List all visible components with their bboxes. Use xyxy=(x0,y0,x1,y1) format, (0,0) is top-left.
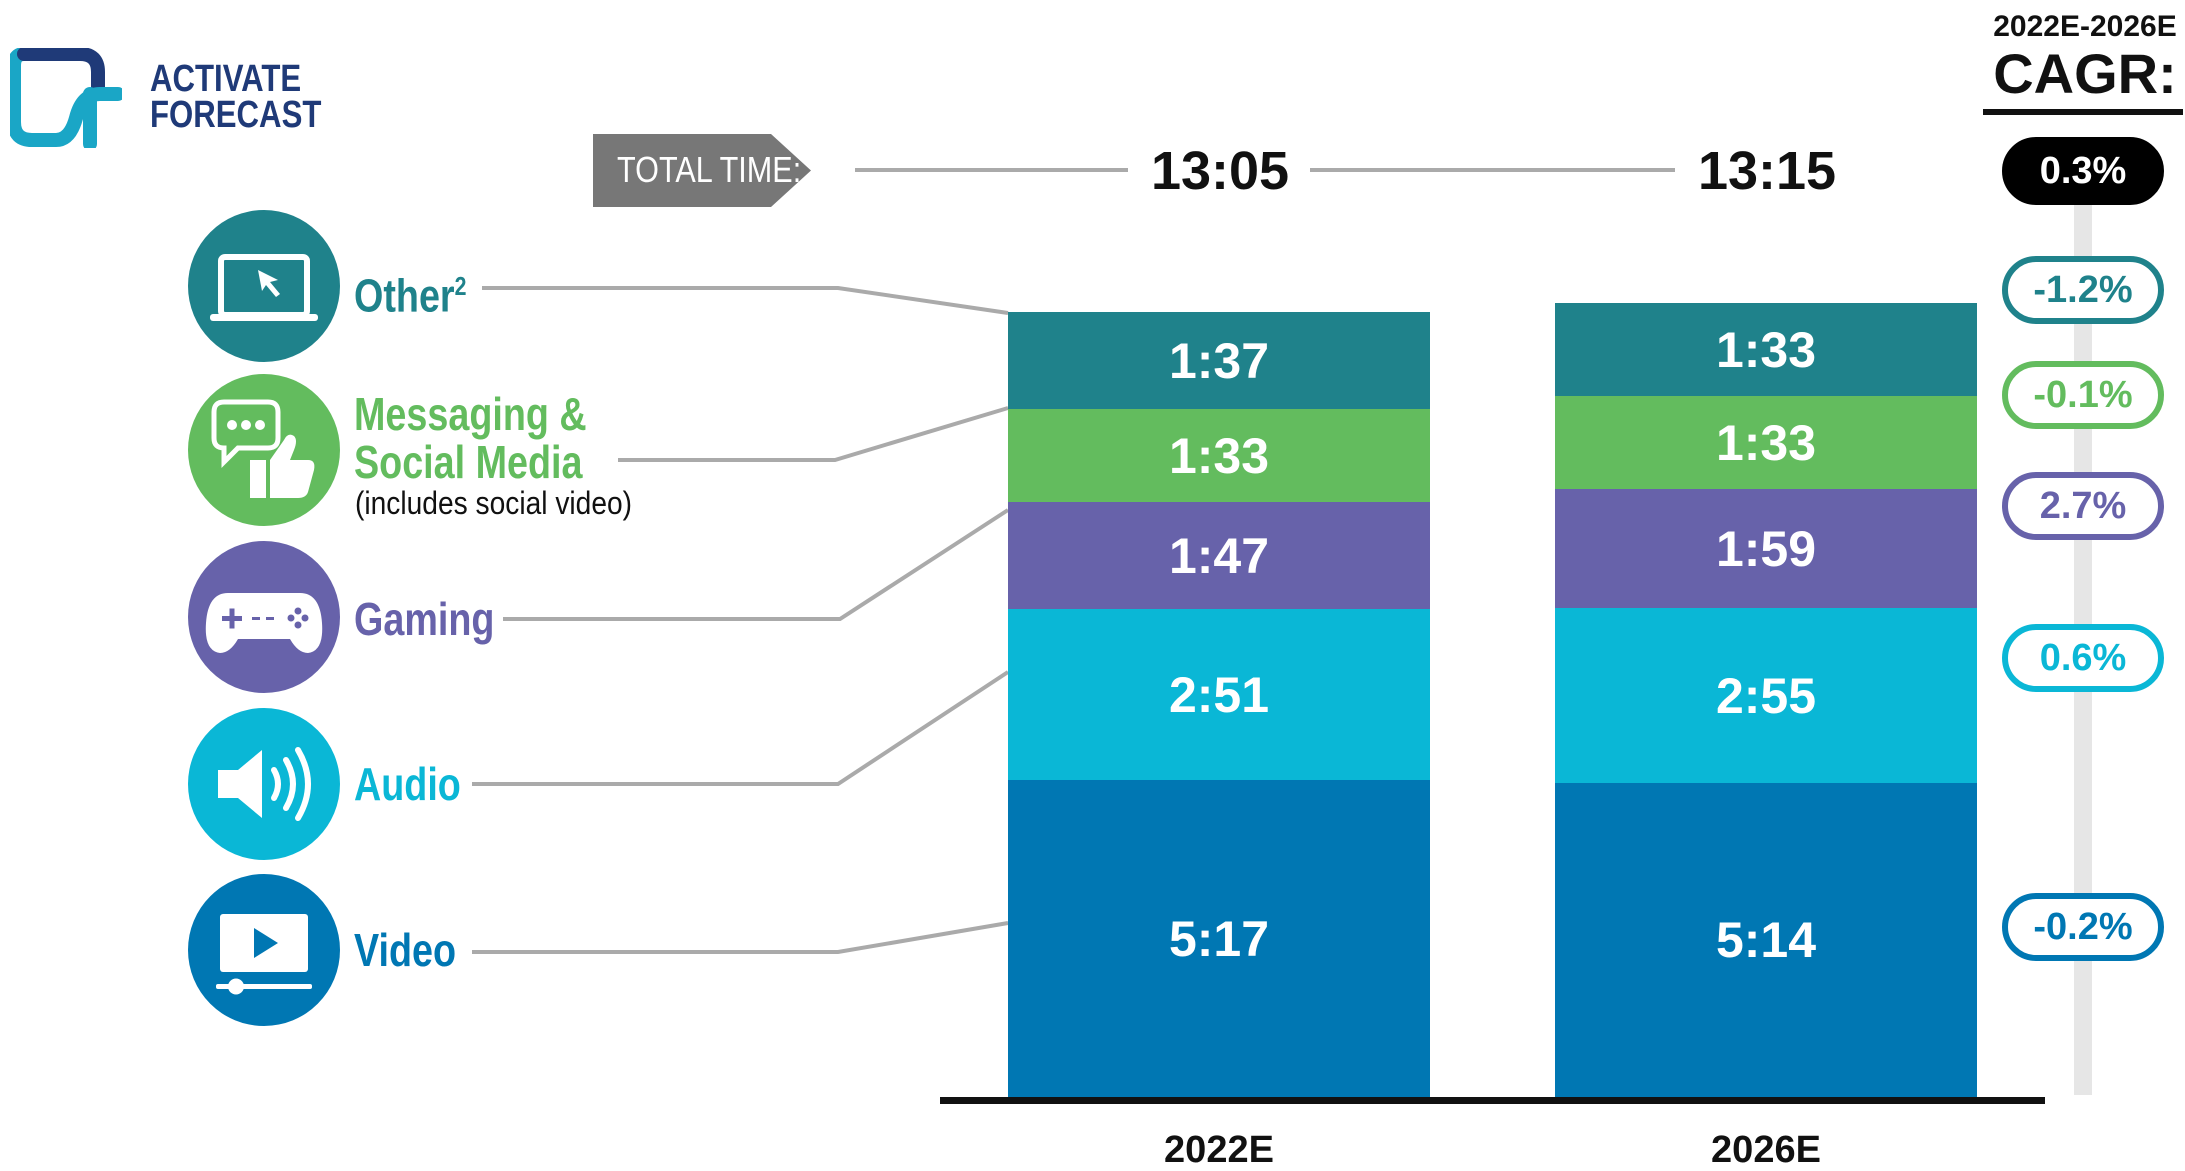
video-player-icon xyxy=(188,874,340,1026)
connector-video xyxy=(472,921,1009,954)
bar-segment-messaging-social-media-2022e: 1:33 xyxy=(1008,409,1430,502)
bar-segment-gaming-2022e: 1:47 xyxy=(1008,502,1430,609)
bar-value-label: 5:14 xyxy=(1715,912,1817,968)
total-time-arrow-box xyxy=(593,134,811,207)
activate-logo-icon xyxy=(10,48,122,148)
total-time-2026: 13:15 xyxy=(1697,141,1837,201)
total-time-2022: 13:05 xyxy=(1150,141,1290,201)
bar-value-label: 5:17 xyxy=(1168,910,1270,967)
connector-audio xyxy=(472,670,1010,786)
x-tick-label-2026: 2026E xyxy=(1711,1129,1821,1171)
total-time-label: TOTAL TIME: xyxy=(617,149,802,190)
bar-segment-video-2022e: 5:17 xyxy=(1008,780,1430,1097)
cagr-period: 2022E-2026E xyxy=(1993,10,2177,43)
speaker-icon xyxy=(188,708,340,860)
connector-messaging xyxy=(618,406,1009,462)
cagr-title: CAGR: xyxy=(1993,42,2177,105)
connector-other xyxy=(482,286,1009,315)
category-label-audio: Audio xyxy=(354,758,461,810)
bar-value-label: 1:37 xyxy=(1168,332,1270,389)
category-label-other: Other2 xyxy=(354,262,466,319)
cagr-gaming-pill: 2.7% xyxy=(2002,472,2164,540)
bar-value-label: 2:55 xyxy=(1715,667,1817,724)
bar-value-label: 1:33 xyxy=(1715,321,1817,378)
bar-segment-other-2026e: 1:33 xyxy=(1555,303,1977,396)
category-label-video: Video xyxy=(354,924,457,976)
category-label-messaging-1: Messaging & xyxy=(354,388,587,440)
category-name-other: Other xyxy=(354,269,455,322)
cagr-other-pill: -1.2% xyxy=(2002,256,2164,324)
laptop-cursor-icon xyxy=(188,210,340,362)
bar-value-label: 1:47 xyxy=(1168,527,1270,584)
x-axis-baseline xyxy=(940,1097,2045,1104)
bar-value-label: 1:33 xyxy=(1715,414,1817,471)
category-note-messaging: (includes social video) xyxy=(355,485,633,521)
chat-thumbs-up-icon xyxy=(188,374,340,526)
bar-value-label: 1:33 xyxy=(1168,427,1270,484)
category-footnote-other: 2 xyxy=(454,271,467,301)
cagr-video-pill: -0.2% xyxy=(2002,893,2164,961)
cagr-messaging-pill: -0.1% xyxy=(2002,361,2164,429)
bar-segment-other-2022e: 1:37 xyxy=(1008,312,1430,409)
connector-gaming xyxy=(503,508,1010,621)
cagr-audio-pill: 0.6% xyxy=(2002,624,2164,692)
bar-value-label: 2:51 xyxy=(1168,666,1270,723)
x-tick-label-2022: 2022E xyxy=(1164,1129,1274,1171)
bar-segment-video-2026e: 5:14 xyxy=(1555,783,1977,1097)
bar-segment-gaming-2026e: 1:59 xyxy=(1555,489,1977,608)
bar-segment-audio-2026e: 2:55 xyxy=(1555,608,1977,783)
category-label-messaging-2: Social Media xyxy=(354,436,583,488)
bar-segment-messaging-social-media-2026e: 1:33 xyxy=(1555,396,1977,489)
bar-value-label: 1:59 xyxy=(1715,520,1817,577)
cagr-total-pill: 0.3% xyxy=(2002,137,2164,205)
brand-line-1: ACTIVATE xyxy=(150,58,302,100)
gamepad-icon xyxy=(188,541,340,693)
brand-line-2: FORECAST xyxy=(150,94,322,136)
bar-segment-audio-2022e: 2:51 xyxy=(1008,609,1430,780)
category-label-gaming: Gaming xyxy=(354,593,495,645)
cagr-divider xyxy=(1983,109,2183,115)
